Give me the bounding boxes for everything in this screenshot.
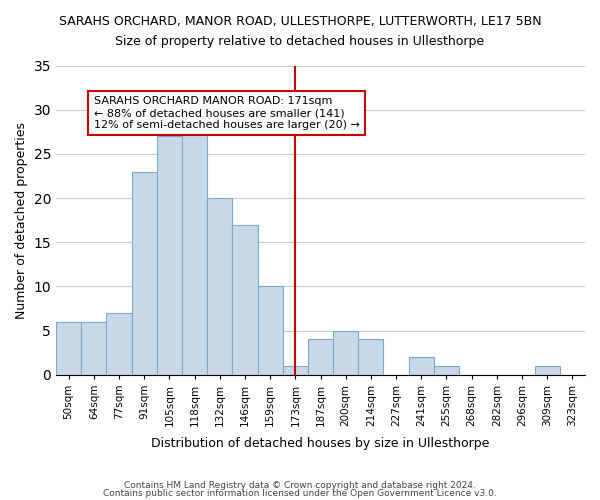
Bar (434, 366, 459, 374)
Bar (409, 357, 434, 374)
Bar (232, 224, 257, 374)
Bar (333, 330, 358, 374)
Bar (182, 128, 207, 374)
Bar (257, 286, 283, 374)
Bar (308, 340, 333, 374)
Bar (535, 366, 560, 374)
Bar (358, 340, 383, 374)
Text: SARAHS ORCHARD, MANOR ROAD, ULLESTHORPE, LUTTERWORTH, LE17 5BN: SARAHS ORCHARD, MANOR ROAD, ULLESTHORPE,… (59, 15, 541, 28)
Text: SARAHS ORCHARD MANOR ROAD: 171sqm
← 88% of detached houses are smaller (141)
12%: SARAHS ORCHARD MANOR ROAD: 171sqm ← 88% … (94, 96, 359, 130)
Bar (207, 198, 232, 374)
Text: Contains HM Land Registry data © Crown copyright and database right 2024.: Contains HM Land Registry data © Crown c… (124, 481, 476, 490)
Bar (81, 322, 106, 374)
Text: Size of property relative to detached houses in Ullesthorpe: Size of property relative to detached ho… (115, 35, 485, 48)
Bar (283, 366, 308, 374)
Bar (56, 322, 81, 374)
Y-axis label: Number of detached properties: Number of detached properties (15, 122, 28, 318)
Text: Contains public sector information licensed under the Open Government Licence v3: Contains public sector information licen… (103, 488, 497, 498)
X-axis label: Distribution of detached houses by size in Ullesthorpe: Distribution of detached houses by size … (151, 437, 490, 450)
Bar (157, 136, 182, 374)
Bar (106, 313, 131, 374)
Bar (131, 172, 157, 374)
